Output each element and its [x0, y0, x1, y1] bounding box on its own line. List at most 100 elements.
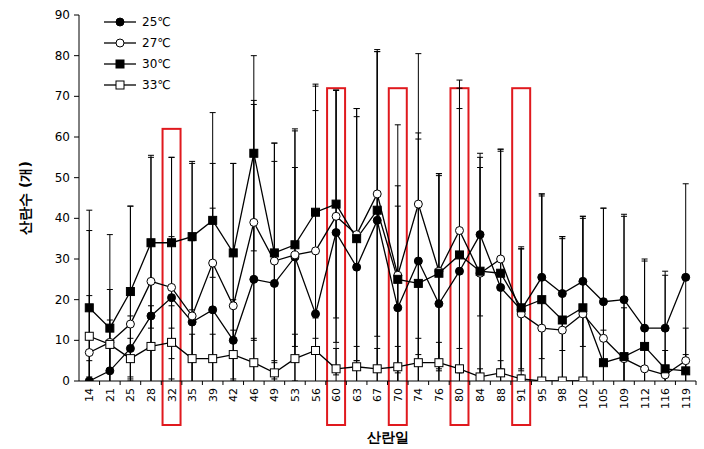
error-bar — [518, 375, 524, 381]
data-point — [455, 227, 463, 235]
x-tick — [305, 381, 306, 385]
data-point — [147, 342, 155, 350]
data-point — [599, 359, 607, 367]
error-bar — [477, 157, 483, 381]
data-point — [332, 229, 340, 237]
error-cap — [333, 317, 339, 318]
data-point — [168, 294, 176, 302]
x-tick — [531, 381, 532, 385]
error-cap — [374, 348, 380, 349]
data-point — [332, 365, 340, 373]
error-cap — [333, 342, 339, 343]
error-cap — [477, 368, 483, 369]
data-point — [455, 365, 463, 373]
data-point — [291, 355, 299, 363]
error-bar — [210, 163, 216, 277]
data-point — [188, 233, 196, 241]
data-point — [682, 273, 690, 281]
error-cap — [107, 320, 113, 321]
data-point — [106, 324, 114, 332]
error-cap — [333, 90, 339, 91]
error-cap — [210, 277, 216, 278]
data-point — [126, 355, 134, 363]
error-bar — [518, 247, 524, 369]
error-cap — [477, 153, 483, 154]
x-tick-label: 116 — [659, 388, 672, 409]
legend-label: 27℃ — [142, 36, 171, 50]
error-line — [541, 194, 542, 381]
error-cap — [456, 348, 462, 349]
x-tick-label: 76 — [433, 388, 446, 402]
error-cap — [436, 173, 442, 174]
data-point — [353, 263, 361, 271]
data-point — [599, 298, 607, 306]
x-tick-label: 28 — [145, 388, 158, 402]
legend-marker — [116, 39, 124, 47]
x-tick — [469, 381, 470, 385]
error-bar — [189, 334, 195, 381]
data-point — [455, 267, 463, 275]
data-point — [85, 332, 93, 340]
data-point — [270, 249, 278, 257]
error-bar — [415, 338, 421, 381]
error-bar — [333, 90, 339, 375]
data-point — [229, 249, 237, 257]
x-tick — [243, 381, 244, 385]
x-tick — [161, 381, 162, 385]
error-bar — [107, 320, 113, 369]
data-point — [270, 257, 278, 265]
error-cap — [148, 157, 154, 158]
x-tick-label: 39 — [207, 388, 220, 402]
x-tick-label: 88 — [495, 388, 508, 402]
error-bar — [169, 157, 175, 328]
error-bar — [559, 239, 565, 381]
error-line — [624, 308, 625, 381]
x-tick — [675, 381, 676, 385]
x-tick-label: 53 — [289, 388, 302, 402]
error-cap — [86, 210, 92, 211]
x-tick-label: 25 — [124, 388, 137, 402]
legend-label: 30℃ — [142, 57, 171, 71]
data-point — [682, 367, 690, 375]
error-cap — [148, 305, 154, 306]
data-point — [414, 279, 422, 287]
error-cap — [107, 234, 113, 235]
data-point — [188, 355, 196, 363]
data-point — [558, 290, 566, 298]
error-cap — [662, 275, 668, 276]
data-point — [291, 251, 299, 259]
y-tick — [74, 15, 79, 16]
error-bar — [127, 206, 133, 377]
x-tick-label: 98 — [556, 388, 569, 402]
y-tick — [74, 96, 79, 97]
y-tick-label: 0 — [62, 374, 70, 388]
data-point — [250, 149, 258, 157]
x-tick — [202, 381, 203, 385]
data-point — [435, 269, 443, 277]
error-cap — [210, 112, 216, 113]
error-cap — [436, 173, 442, 174]
error-bar — [189, 163, 195, 309]
error-line — [212, 113, 213, 381]
error-cap — [127, 338, 133, 339]
error-bar — [292, 334, 298, 381]
error-cap — [436, 342, 442, 343]
error-bar — [333, 348, 339, 381]
x-tick-label: 91 — [515, 388, 528, 402]
x-tick — [510, 381, 511, 385]
series-line — [89, 153, 685, 371]
x-tick-label: 102 — [577, 388, 590, 409]
data-point — [538, 296, 546, 304]
highlight-box — [512, 88, 530, 425]
data-point — [332, 212, 340, 220]
error-cap — [683, 354, 689, 355]
x-tick-label: 56 — [310, 388, 323, 402]
error-line — [562, 237, 563, 381]
error-bar — [313, 86, 319, 338]
data-point — [435, 300, 443, 308]
x-tick — [552, 381, 553, 385]
data-point — [229, 351, 237, 359]
error-cap — [333, 90, 339, 91]
data-point — [85, 377, 93, 381]
error-bar — [313, 84, 319, 381]
